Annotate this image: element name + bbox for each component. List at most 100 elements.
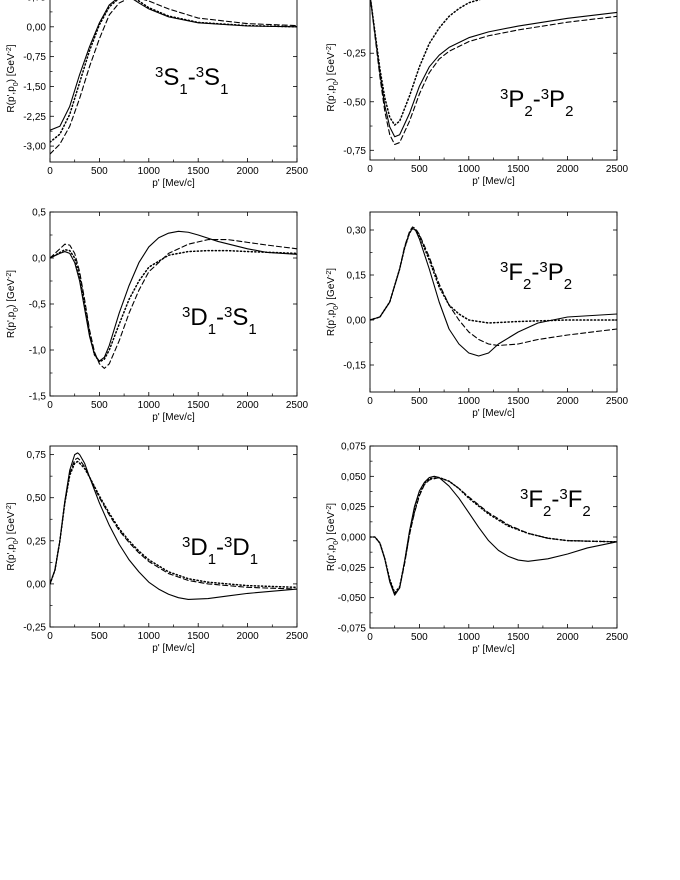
y-tick-label: -1,5 [29, 392, 47, 403]
y-axis-title-part: ) [GeV [6, 511, 17, 540]
y-tick-label: -0,50 [343, 97, 366, 108]
y-tick-label: -0,25 [23, 623, 46, 634]
panel-label-part: 2 [523, 276, 531, 293]
y-axis-title-part: R(p',p [6, 311, 17, 338]
y-tick-label: 0,15 [347, 271, 367, 282]
y-tick-label: 0,025 [341, 502, 366, 513]
y-axis-title-part: R(p',p [326, 544, 337, 571]
series-line-solid [370, 0, 617, 138]
panel-label-part: F [528, 486, 543, 513]
x-tick-label: 1500 [507, 164, 530, 175]
series-line-dashed [50, 239, 297, 369]
x-tick-label: 1000 [138, 400, 161, 411]
y-axis-title-part: -2 [326, 506, 333, 512]
series-line-dotted [50, 460, 297, 589]
panel-label-part: D [190, 304, 207, 331]
panel-label-part: D [190, 534, 207, 561]
y-axis-title: R(p',p0) [GeV-2] [6, 270, 20, 338]
y-axis-title-part: -2 [326, 271, 333, 277]
panel-label-part: 3 [500, 86, 508, 103]
x-tick-label: 2500 [286, 166, 309, 177]
panel-label-part: S [232, 304, 248, 331]
panel-label-part: - [533, 86, 541, 113]
x-axis-title: p' [Mev/c] [472, 644, 515, 655]
y-axis-title-part: 0 [333, 306, 340, 310]
x-axis-title: p' [Mev/c] [472, 408, 515, 419]
x-axis-title: p' [Mev/c] [152, 643, 195, 654]
y-axis-title-part: 0 [13, 82, 20, 86]
x-tick-label: 500 [91, 631, 108, 642]
panel-label-part: 2 [582, 503, 590, 520]
x-axis-title: p' [Mev/c] [152, 412, 195, 423]
plot-frame [49, 211, 298, 397]
y-axis-title-part: ] [6, 502, 17, 505]
panel-label-part: 1 [248, 321, 256, 338]
x-tick-label: 500 [91, 166, 108, 177]
x-tick-label: 0 [47, 166, 53, 177]
x-tick-label: 2500 [286, 631, 309, 642]
chart-panel-1: 0 500 1000 1500 2000 2500 0,75 0,00 -0,75 -1,50 -2… [6, 0, 309, 189]
panel-label-part: 2 [564, 276, 572, 293]
x-tick-label: 2000 [556, 632, 579, 643]
y-tick-label: 0,25 [27, 536, 47, 547]
x-tick-label: 1000 [138, 166, 161, 177]
y-tick-label: -0,050 [338, 593, 367, 604]
chart-panel-6: 0 500 1000 1500 2000 2500 0,075 0,050 0,025 0,000… [326, 442, 629, 656]
panel-label-part: 3 [520, 486, 528, 503]
panel-label: 3D1-3S1 [182, 304, 257, 338]
y-axis-title-part: ) [GeV [326, 277, 337, 306]
x-tick-label: 500 [411, 164, 428, 175]
panel-label-part: 3 [182, 304, 190, 321]
y-tick-label: 0,50 [27, 493, 47, 504]
y-tick-label: -2,25 [23, 112, 46, 123]
x-tick-label: 0 [367, 164, 373, 175]
panel-label-part: 1 [220, 81, 228, 98]
y-tick-label: -3,00 [23, 142, 46, 153]
series-line-dashed [50, 457, 297, 590]
x-axis-title: p' [Mev/c] [152, 178, 195, 189]
series-line-solid [370, 227, 617, 357]
y-axis-title: R(p',p0) [GeV-2] [326, 43, 340, 111]
y-axis-title-part: ] [326, 268, 337, 271]
y-tick-label: 0,75 [27, 0, 47, 3]
panel-label-part: 1 [250, 551, 258, 568]
x-tick-label: 2500 [606, 164, 629, 175]
y-tick-label: 0,5 [32, 208, 46, 219]
series-line-dashed [370, 0, 617, 146]
panel-label-part: 1 [208, 551, 216, 568]
y-axis-title-part: 0 [333, 81, 340, 85]
x-axis-title: p' [Mev/c] [472, 176, 515, 187]
chart-panel-2: 0 500 1000 1500 2000 2500 -0,25 -0,50 -0,75 p' [M… [326, 0, 629, 187]
series-line-solid [50, 230, 297, 362]
y-tick-label: -1,0 [29, 346, 47, 357]
y-tick-label: 0,00 [27, 579, 47, 590]
panel-label-part: 3 [224, 534, 232, 551]
y-tick-label: 0,75 [27, 450, 47, 461]
y-axis-title-part: R(p',p [6, 86, 17, 113]
panel-label-part: P [508, 86, 524, 113]
y-tick-label: -1,50 [23, 82, 46, 93]
y-axis-title-part: -2 [6, 47, 13, 53]
panel-label-part: - [216, 304, 224, 331]
y-tick-label: 0,30 [347, 226, 367, 237]
panel-label-part: 2 [524, 103, 532, 120]
series-line-dotted [50, 248, 297, 363]
y-tick-label: -0,025 [338, 563, 367, 574]
x-tick-label: 500 [411, 396, 428, 407]
panel-label-part: 1 [179, 81, 187, 98]
panel-label-part: 3 [500, 259, 508, 276]
y-axis-title: R(p',p0) [GeV-2] [6, 44, 20, 112]
y-axis-title-part: R(p',p [326, 85, 337, 112]
series-line-dotted [50, 0, 297, 143]
x-tick-label: 2000 [236, 631, 259, 642]
chart-panel-5: 0 500 1000 1500 2000 2500 0,75 0,50 0,25 0,00 -0,2… [6, 445, 309, 654]
series-line-dotted [370, 0, 481, 126]
chart-panel-3: 0 500 1000 1500 2000 2500 0,5 0,0 -0,5 -1,0 -1,5 p'… [6, 208, 309, 424]
y-axis-title-part: ] [326, 503, 337, 506]
x-tick-label: 1500 [507, 632, 530, 643]
y-axis-title-part: 0 [13, 308, 20, 312]
x-tick-label: 2000 [556, 164, 579, 175]
panel-label: 3S1-3S1 [155, 64, 228, 98]
panel-label-part: 1 [208, 321, 216, 338]
panel-label-part: - [188, 64, 196, 91]
